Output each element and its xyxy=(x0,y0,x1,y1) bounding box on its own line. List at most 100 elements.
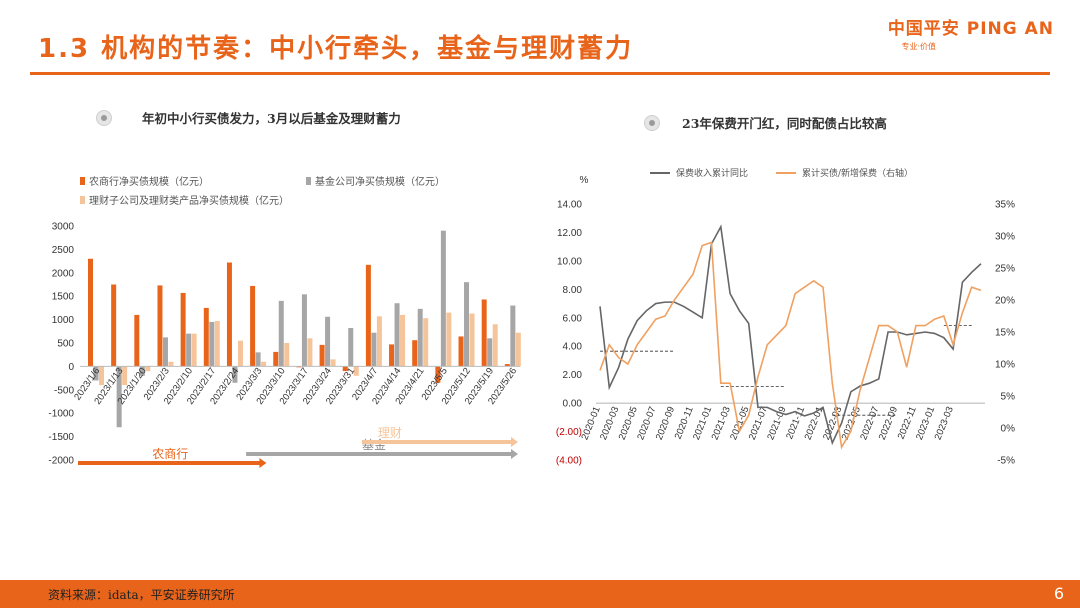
logo-text: 中国平安 PING AN xyxy=(887,19,1054,39)
bar-wealth xyxy=(492,324,498,367)
left-tick-label: 6.00 xyxy=(563,313,583,324)
bar-fund xyxy=(93,366,99,381)
legend-label: 累计买债/新增保费（右轴） xyxy=(802,169,914,179)
bar-wealth xyxy=(400,314,406,367)
bar-rural-bank xyxy=(111,284,117,367)
bar-wealth xyxy=(376,316,382,367)
bar-wealth xyxy=(237,340,243,367)
left-tick-label: 0.00 xyxy=(563,399,583,410)
legend-swatch-orange xyxy=(80,176,85,185)
bar-rural-bank xyxy=(389,344,395,367)
left-section-heading: 年初中小行买债发力，3月以后基金及理财蓄力 xyxy=(96,108,401,127)
bar-fund xyxy=(116,366,122,428)
right-tick-label: 30% xyxy=(995,232,1015,243)
source-note: 资料来源：idata，平安证券研究所 xyxy=(48,588,235,602)
right-tick-label: 20% xyxy=(995,296,1015,307)
bar-rural-bank xyxy=(226,262,232,367)
bar-fund xyxy=(209,321,215,367)
left-tick-label: 12.00 xyxy=(557,228,582,239)
bar-wealth xyxy=(145,366,151,372)
y-tick-label: 1500 xyxy=(52,292,75,303)
page-number: 6 xyxy=(1053,584,1064,603)
right-tick-label: 35% xyxy=(995,200,1015,211)
bar-fund xyxy=(278,300,284,367)
left-tick-label: (4.00) xyxy=(556,456,582,467)
bar-wealth xyxy=(168,361,174,367)
bar-fund xyxy=(371,332,377,367)
left-tick-label: 2.00 xyxy=(563,370,583,381)
bar-fund xyxy=(417,308,423,367)
bar-chart: 3000 2500 2000 1500 1000 500 0 -500 -1000 -1500 -2… xyxy=(48,222,521,468)
bar-fund xyxy=(232,366,238,383)
left-tick-label: 4.00 xyxy=(563,342,583,353)
bar-wealth xyxy=(191,333,197,367)
y-tick-label: 1000 xyxy=(52,315,75,326)
right-tick-label: 25% xyxy=(995,264,1015,275)
arrow-head-icon xyxy=(511,449,518,459)
bar-wealth xyxy=(284,343,290,367)
bar-fund xyxy=(186,333,192,367)
bar-fund xyxy=(394,303,400,367)
bar-fund xyxy=(255,352,261,367)
bar-fund xyxy=(325,316,331,367)
bar-wealth xyxy=(330,359,336,367)
bar-rural-bank xyxy=(412,340,418,367)
legend-label: 农商行净买债规模（亿元） xyxy=(89,177,209,188)
bar-rural-bank xyxy=(342,366,348,372)
bar-wealth xyxy=(446,312,452,367)
pingan-logo: 中国平安 PING AN 专业·价值 xyxy=(888,14,1054,52)
bar-rural-bank xyxy=(134,314,140,367)
bar-fund xyxy=(162,337,168,367)
title-rule xyxy=(30,72,1050,75)
legend-funds: 基金公司净买债规模（亿元） xyxy=(306,173,445,188)
y-tick-label: 2000 xyxy=(52,268,75,279)
bar-rural-bank xyxy=(157,285,163,367)
y-tick-label: -1500 xyxy=(48,432,74,443)
legend-label: 理财子公司及理财类产品净买债规模（亿元） xyxy=(89,196,289,207)
left-tick-label: 8.00 xyxy=(563,285,583,296)
legend-label: 基金公司净买债规模（亿元） xyxy=(315,177,445,188)
bar-wealth xyxy=(307,338,313,367)
line-chart: % 14.00 12.00 10.00 8.00 6.00 4.00 2.00 0.00 (2.0… xyxy=(556,175,1016,467)
right-section-heading: 23年保费开门红，同时配债占比较高 xyxy=(644,113,887,132)
bar-wealth xyxy=(261,361,267,367)
right-tick-label: 5% xyxy=(1001,392,1016,403)
right-tick-label: 15% xyxy=(995,328,1015,339)
legend-bond-ratio: 累计买债/新增保费（右轴） xyxy=(776,166,913,179)
right-tick-label: 0% xyxy=(1001,424,1016,435)
y-tick-label: 3000 xyxy=(52,222,75,233)
legend-label: 保费收入累计同比 xyxy=(676,169,749,179)
bar-rural-bank xyxy=(504,364,510,367)
bar-wealth xyxy=(469,313,475,367)
left-heading-text: 年初中小行买债发力，3月以后基金及理财蓄力 xyxy=(142,111,401,126)
bar-rural-bank xyxy=(273,351,279,367)
legend-line-orange xyxy=(776,171,796,174)
left-tick-label: 14.00 xyxy=(557,200,582,211)
footer-bar: 资料来源：idata，平安证券研究所 6 xyxy=(0,580,1080,608)
bar-rural-bank xyxy=(365,264,371,367)
radio-bullet-icon xyxy=(96,109,112,126)
phase-arrow-label: 农商行 xyxy=(152,446,188,461)
y-tick-label: -2000 xyxy=(48,456,74,467)
y-tick-label: 500 xyxy=(57,339,74,350)
bar-wealth xyxy=(99,366,104,386)
y-axis-unit: % xyxy=(580,175,589,186)
bar-fund xyxy=(440,230,446,367)
left-tick-label: 10.00 xyxy=(557,256,582,267)
bar-wealth xyxy=(423,318,429,367)
bar-rural-bank xyxy=(319,344,325,367)
right-tick-label: -5% xyxy=(997,456,1015,467)
logo-tagline: 专业·价值 xyxy=(901,42,936,51)
legend-swatch-peach xyxy=(80,195,85,204)
phase-arrow-label: 理财 xyxy=(378,426,402,440)
bar-fund xyxy=(348,328,354,367)
bar-fund xyxy=(510,305,516,367)
right-heading-text: 23年保费开门红，同时配债占比较高 xyxy=(682,116,887,131)
left-tick-label: (2.00) xyxy=(556,427,582,438)
legend-swatch-gray xyxy=(306,176,311,185)
arrow-head-icon xyxy=(511,437,518,447)
bar-rural-bank xyxy=(435,366,441,383)
bar-fund xyxy=(301,294,307,367)
bar-rural-bank xyxy=(88,258,93,367)
series-line-premium-yoy xyxy=(599,224,982,446)
